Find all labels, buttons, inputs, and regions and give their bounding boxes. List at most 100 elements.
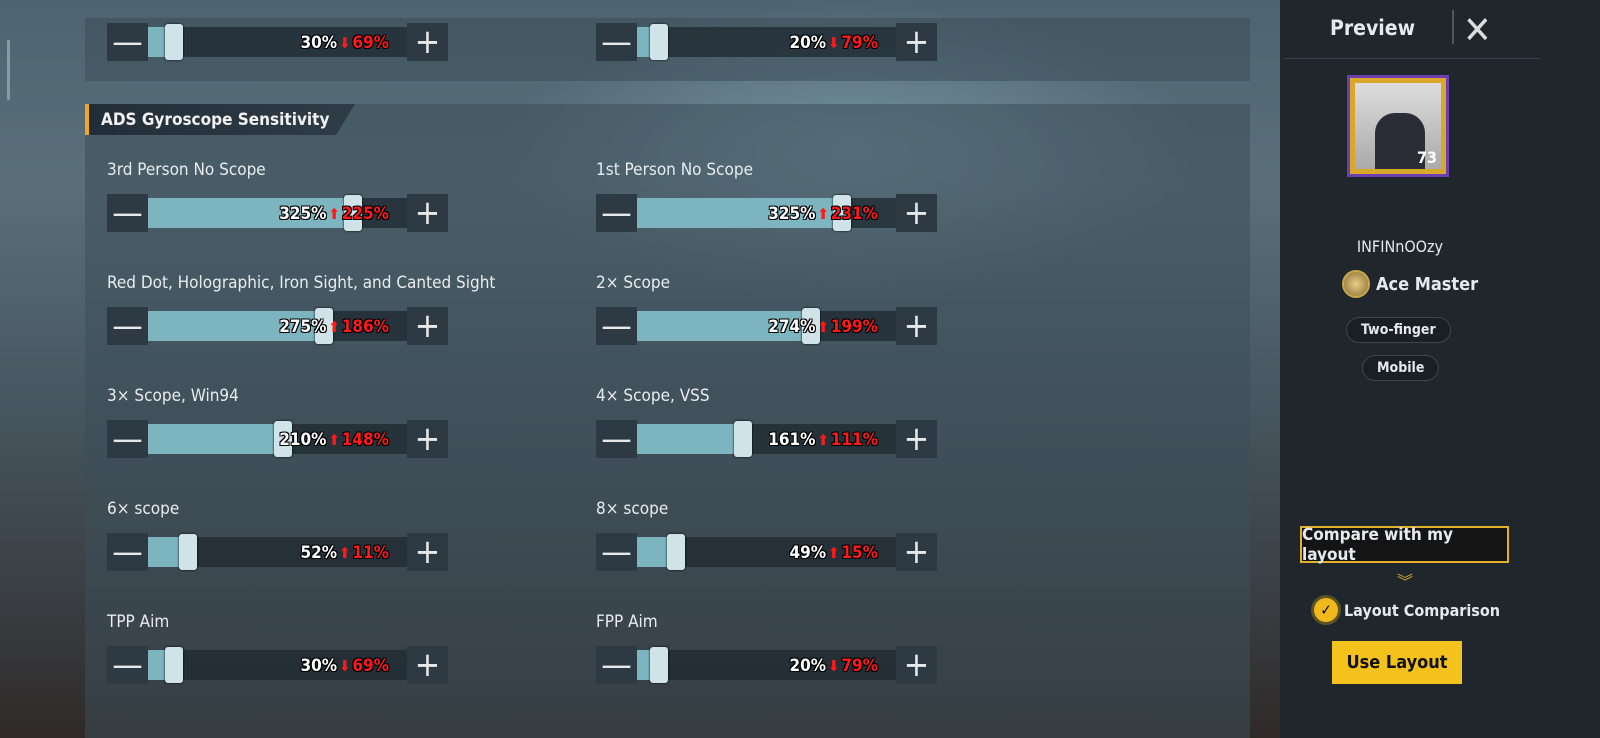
slider-track[interactable]: 275% ⬆ 186% bbox=[148, 308, 407, 344]
slider-track[interactable]: 20% ⬇ 79% bbox=[637, 24, 896, 60]
chip-mobile: Mobile bbox=[1362, 355, 1440, 381]
slider-handle[interactable] bbox=[832, 195, 851, 231]
slider-track[interactable]: 325% ⬆ 231% bbox=[637, 195, 896, 231]
slider-track[interactable]: 325% ⬆ 225% bbox=[148, 195, 407, 231]
slider-handle[interactable] bbox=[801, 308, 820, 344]
increase-button[interactable]: + bbox=[896, 646, 937, 684]
slider-track[interactable]: 210% ⬆ 148% bbox=[148, 421, 407, 457]
slider-fill bbox=[637, 311, 811, 341]
slider-handle[interactable] bbox=[343, 195, 362, 231]
slider-delta: 11% bbox=[352, 543, 389, 563]
increase-button[interactable]: + bbox=[407, 533, 448, 571]
slider-values: 325% ⬆ 231% bbox=[768, 204, 878, 224]
divider bbox=[1284, 58, 1540, 59]
checkmark-icon[interactable]: ✓ bbox=[1314, 598, 1338, 622]
slider-label: TPP Aim bbox=[107, 612, 170, 632]
slider-handle[interactable] bbox=[666, 534, 685, 570]
increase-button[interactable]: + bbox=[407, 194, 448, 232]
sensitivity-slider: — 210% ⬆ 148% + bbox=[107, 420, 448, 458]
slider-handle[interactable] bbox=[734, 421, 753, 457]
slider-values: 20% ⬇ 79% bbox=[789, 33, 878, 53]
decrease-button[interactable]: — bbox=[107, 307, 148, 345]
slider-track[interactable]: 30% ⬇ 69% bbox=[148, 647, 407, 683]
arrow-up-icon: ⬆ bbox=[817, 205, 829, 223]
slider-label: Red Dot, Holographic, Iron Sight, and Ca… bbox=[107, 273, 496, 293]
avatar: 73 bbox=[1350, 78, 1446, 174]
slider-delta: 186% bbox=[341, 317, 389, 337]
slider-track[interactable]: 274% ⬆ 199% bbox=[637, 308, 896, 344]
rank: Ace Master bbox=[1342, 270, 1478, 298]
slider-track[interactable]: 49% ⬆ 15% bbox=[637, 534, 896, 570]
slider-handle[interactable] bbox=[164, 647, 183, 683]
slider-track[interactable]: 161% ⬆ 111% bbox=[637, 421, 896, 457]
slider-value: 274% bbox=[768, 317, 816, 337]
arrow-down-icon: ⬇ bbox=[828, 34, 840, 52]
slider-value: 49% bbox=[789, 543, 827, 563]
increase-button[interactable]: + bbox=[407, 307, 448, 345]
slider-track[interactable]: 20% ⬇ 79% bbox=[637, 647, 896, 683]
decrease-button[interactable]: — bbox=[596, 23, 637, 61]
slider-delta: 231% bbox=[830, 204, 878, 224]
arrow-up-icon: ⬆ bbox=[828, 544, 840, 562]
slider-handle[interactable] bbox=[650, 647, 668, 683]
slider-handle[interactable] bbox=[164, 24, 183, 60]
increase-button[interactable]: + bbox=[407, 420, 448, 458]
slider-fill bbox=[637, 198, 842, 228]
layout-comparison-toggle[interactable]: ✓ Layout Comparison bbox=[1314, 598, 1500, 622]
increase-button[interactable]: + bbox=[407, 646, 448, 684]
increase-button[interactable]: + bbox=[896, 533, 937, 571]
slider-values: 161% ⬆ 111% bbox=[768, 430, 878, 450]
slider-delta: 199% bbox=[830, 317, 878, 337]
slider-value: 20% bbox=[789, 656, 827, 676]
increase-button[interactable]: + bbox=[407, 23, 448, 61]
slider-values: 275% ⬆ 186% bbox=[279, 317, 389, 337]
slider-value: 275% bbox=[279, 317, 327, 337]
slider-value: 52% bbox=[300, 543, 338, 563]
slider-delta: 111% bbox=[830, 430, 878, 450]
scrollbar[interactable] bbox=[7, 40, 10, 100]
slider-track[interactable]: 52% ⬆ 11% bbox=[148, 534, 407, 570]
sensitivity-slider: — 52% ⬆ 11% + bbox=[107, 533, 448, 571]
increase-button[interactable]: + bbox=[896, 420, 937, 458]
slider-handle[interactable] bbox=[179, 534, 198, 570]
decrease-button[interactable]: — bbox=[596, 307, 637, 345]
decrease-button[interactable]: — bbox=[107, 646, 148, 684]
slider-track[interactable]: 30% ⬇ 69% bbox=[148, 24, 407, 60]
slider-delta: 15% bbox=[841, 543, 878, 563]
increase-button[interactable]: + bbox=[896, 194, 937, 232]
preview-sidebar: Preview ✕ 73 INFINnOOzy Ace Master Two-f… bbox=[1280, 0, 1600, 738]
slider-handle[interactable] bbox=[315, 308, 334, 344]
arrow-down-icon: ⬇ bbox=[339, 657, 351, 675]
slider-delta: 148% bbox=[341, 430, 389, 450]
sensitivity-slider: — 30% ⬇ 69% + bbox=[107, 646, 448, 684]
slider-label: 4× Scope, VSS bbox=[596, 386, 710, 406]
use-layout-button[interactable]: Use Layout bbox=[1332, 641, 1462, 684]
slider-delta: 69% bbox=[352, 656, 389, 676]
slider-values: 20% ⬇ 79% bbox=[789, 656, 878, 676]
increase-button[interactable]: + bbox=[896, 307, 937, 345]
slider-label: FPP Aim bbox=[596, 612, 658, 632]
compare-with-my-layout-button[interactable]: Compare with my layout bbox=[1300, 525, 1509, 565]
decrease-button[interactable]: — bbox=[596, 194, 637, 232]
slider-delta: 79% bbox=[841, 33, 878, 53]
slider-fill bbox=[148, 311, 325, 341]
decrease-button[interactable]: — bbox=[107, 533, 148, 571]
sensitivity-slider: — 274% ⬆ 199% + bbox=[596, 307, 937, 345]
decrease-button[interactable]: — bbox=[596, 533, 637, 571]
slider-delta: 225% bbox=[341, 204, 389, 224]
slider-label: 8× scope bbox=[596, 499, 669, 519]
decrease-button[interactable]: — bbox=[596, 420, 637, 458]
player-level: 73 bbox=[1416, 148, 1437, 167]
increase-button[interactable]: + bbox=[896, 23, 937, 61]
decrease-button[interactable]: — bbox=[107, 23, 148, 61]
decrease-button[interactable]: — bbox=[107, 420, 148, 458]
slider-value: 20% bbox=[789, 33, 827, 53]
slider-handle[interactable] bbox=[650, 24, 668, 60]
close-icon[interactable]: ✕ bbox=[1463, 8, 1492, 52]
decrease-button[interactable]: — bbox=[596, 646, 637, 684]
decrease-button[interactable]: — bbox=[107, 194, 148, 232]
preview-title: Preview bbox=[1330, 16, 1416, 40]
sensitivity-slider: — 325% ⬆ 231% + bbox=[596, 194, 937, 232]
slider-handle[interactable] bbox=[273, 421, 292, 457]
chevron-down-icon: ︾ bbox=[1397, 572, 1414, 591]
